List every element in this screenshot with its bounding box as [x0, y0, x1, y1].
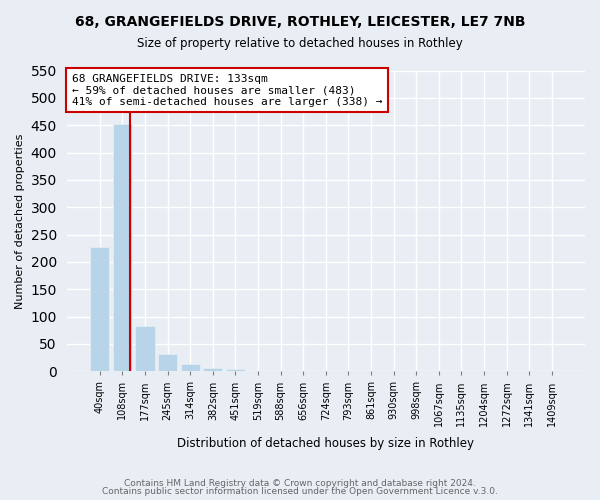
Text: 68 GRANGEFIELDS DRIVE: 133sqm
← 59% of detached houses are smaller (483)
41% of : 68 GRANGEFIELDS DRIVE: 133sqm ← 59% of d…	[72, 74, 382, 106]
Text: Size of property relative to detached houses in Rothley: Size of property relative to detached ho…	[137, 38, 463, 51]
Text: Contains public sector information licensed under the Open Government Licence v.: Contains public sector information licen…	[102, 487, 498, 496]
Bar	[542, 370, 562, 371]
Bar	[226, 369, 245, 371]
Bar	[181, 364, 200, 371]
Bar	[158, 354, 177, 371]
X-axis label: Distribution of detached houses by size in Rothley: Distribution of detached houses by size …	[178, 437, 475, 450]
Y-axis label: Number of detached properties: Number of detached properties	[15, 133, 25, 308]
Bar	[113, 124, 132, 371]
Bar	[136, 326, 155, 371]
Bar	[248, 370, 268, 371]
Bar	[203, 368, 223, 371]
Bar	[316, 370, 335, 371]
Text: 68, GRANGEFIELDS DRIVE, ROTHLEY, LEICESTER, LE7 7NB: 68, GRANGEFIELDS DRIVE, ROTHLEY, LEICEST…	[75, 15, 525, 29]
Bar	[90, 246, 109, 371]
Text: Contains HM Land Registry data © Crown copyright and database right 2024.: Contains HM Land Registry data © Crown c…	[124, 478, 476, 488]
